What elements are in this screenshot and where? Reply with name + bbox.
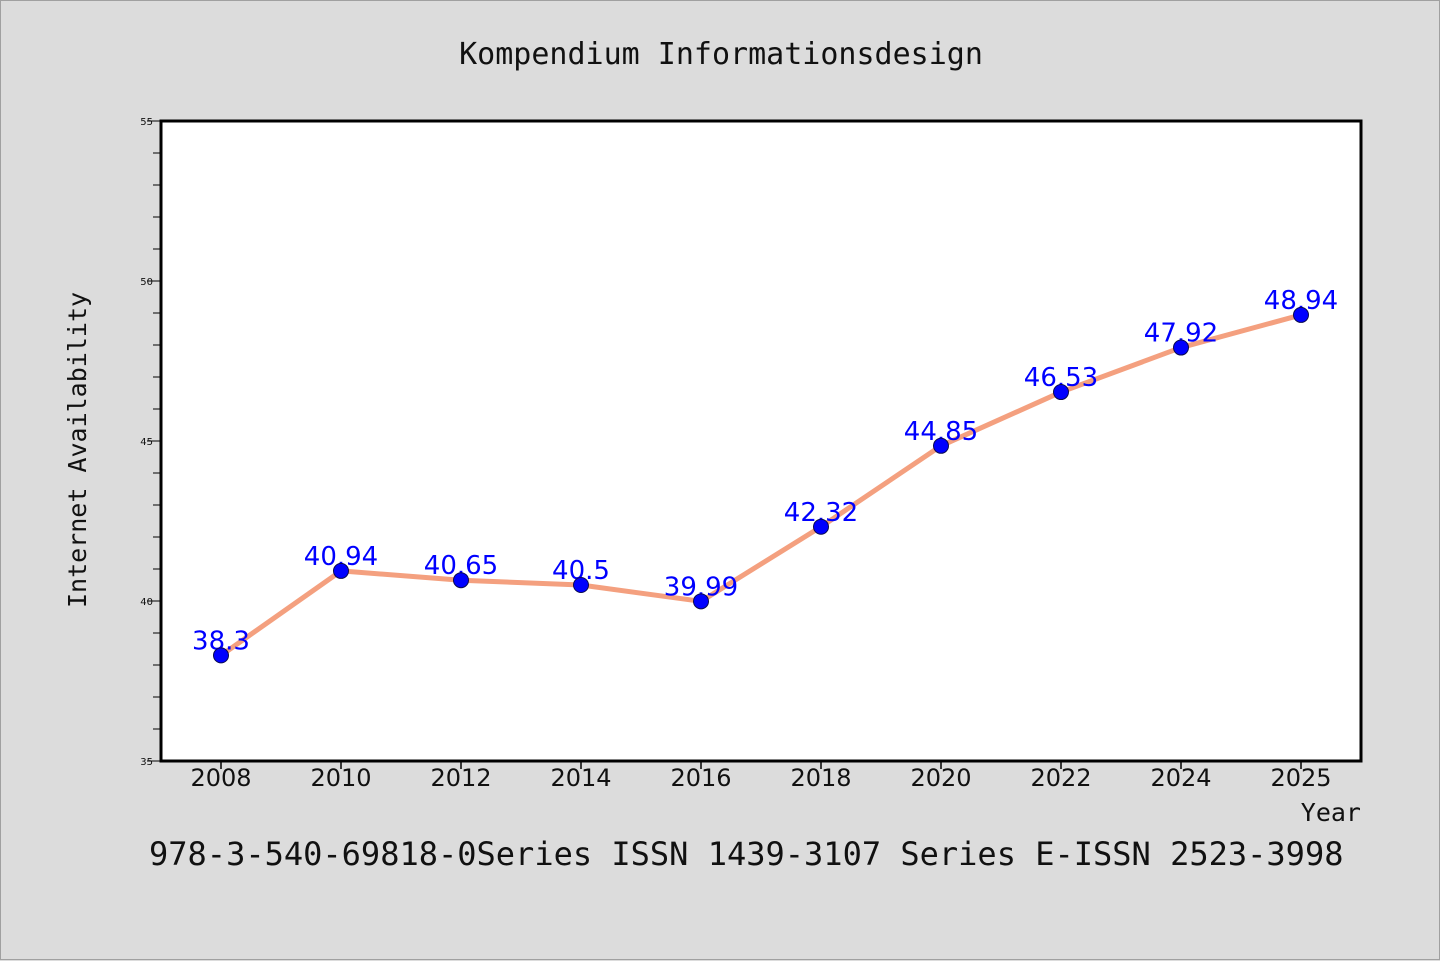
x-tick-label: 2024 <box>1150 764 1211 792</box>
x-tick-label: 2022 <box>1030 764 1091 792</box>
data-point <box>1293 306 1309 323</box>
y-axis-label: Internet Availability <box>63 292 92 608</box>
x-axis: 2008 2010 2012 2014 2016 2018 2020 2022 2024 2025 <box>190 761 1332 792</box>
data-point <box>453 572 469 589</box>
x-tick-label: 2018 <box>790 764 851 792</box>
y-axis: 35 40 45 50 55 <box>140 117 161 768</box>
x-tick-label: 2020 <box>910 764 971 792</box>
y-tick-label: 35 <box>140 757 153 768</box>
x-tick-label: 2012 <box>430 764 491 792</box>
y-tick-label: 40 <box>140 597 153 608</box>
isbn-caption: 978-3-540-69818-0Series ISSN 1439-3107 S… <box>149 835 1343 873</box>
series-markers <box>213 306 1309 664</box>
x-tick-label: 2014 <box>550 764 611 792</box>
series-line <box>218 312 1304 658</box>
plot-area <box>159 119 1363 763</box>
data-point <box>573 577 589 593</box>
data-point <box>933 437 949 454</box>
x-tick-label: 2008 <box>190 764 251 792</box>
x-tick-label: 2010 <box>310 764 371 792</box>
data-point <box>1173 339 1189 356</box>
data-point <box>813 518 829 535</box>
x-axis-label: Year <box>1301 798 1361 827</box>
data-point <box>1053 384 1069 401</box>
chart-title: Kompendium Informationsdesign <box>459 37 983 72</box>
y-tick-label: 45 <box>140 437 153 448</box>
data-point <box>693 593 709 610</box>
x-tick-label: 2025 <box>1270 764 1331 792</box>
y-tick-label: 50 <box>140 277 153 288</box>
x-tick-label: 2016 <box>670 764 731 792</box>
data-point <box>333 562 349 579</box>
data-point <box>213 647 229 664</box>
y-tick-label: 55 <box>140 117 153 128</box>
